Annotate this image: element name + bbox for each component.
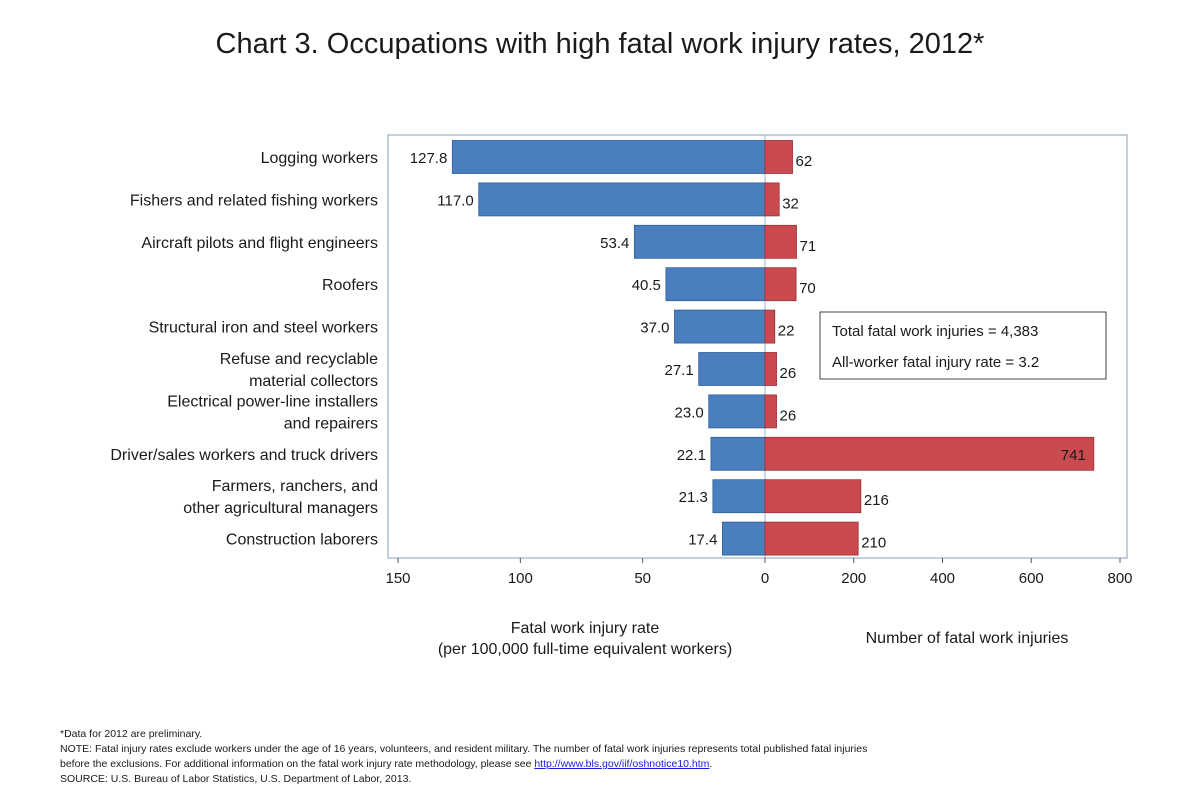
count-axis-tick-label: 800	[1107, 570, 1132, 587]
rate-value-label: 37.0	[640, 320, 669, 337]
rate-value-label: 22.1	[677, 447, 706, 464]
footnote-methodology-text: before the exclusions. For additional in…	[60, 758, 535, 770]
summary-box	[819, 311, 1107, 380]
rate-value-label: 27.1	[664, 362, 693, 379]
count-value-label: 216	[864, 492, 889, 509]
category-label: Roofers	[322, 277, 378, 294]
rate-bar	[478, 182, 766, 217]
category-label: Electrical power-line installers	[167, 393, 378, 410]
category-label: material collectors	[249, 373, 378, 390]
count-bar	[764, 394, 777, 429]
rate-value-label: 21.3	[679, 489, 708, 506]
count-value-label: 26	[780, 365, 797, 382]
count-bar	[764, 521, 859, 556]
count-value-label: 741	[1061, 447, 1086, 464]
rate-bar	[708, 394, 766, 429]
footnote-source: SOURCE: U.S. Bureau of Labor Statistics,…	[60, 773, 412, 785]
count-value-label: 26	[780, 407, 797, 424]
count-value-label: 62	[796, 153, 813, 170]
count-value-label: 210	[861, 535, 886, 552]
rate-value-label: 127.8	[410, 150, 448, 167]
rate-bar	[712, 479, 766, 514]
footnote-note: NOTE: Fatal injury rates exclude workers…	[60, 743, 868, 755]
chart-plot: Logging workers 127.8 62 Fishers and relate…	[110, 134, 1133, 658]
footnotes: *Data for 2012 are preliminary. NOTE: Fa…	[60, 727, 1160, 787]
rate-value-label: 23.0	[675, 404, 704, 421]
footnote-preliminary: *Data for 2012 are preliminary.	[60, 728, 203, 740]
methodology-link[interactable]: http://www.bls.gov/iif/oshnotice10.htm	[534, 758, 710, 770]
plot-frame	[387, 134, 1128, 559]
category-label: Structural iron and steel workers	[149, 320, 378, 337]
rate-axis-title: Fatal work injury rate	[511, 620, 660, 637]
category-label: Construction laborers	[226, 532, 378, 549]
category-label: Refuse and recyclable	[220, 351, 378, 368]
rate-axis-tick-label: 100	[508, 570, 533, 587]
category-label: Aircraft pilots and flight engineers	[141, 235, 378, 252]
footnote-methodology: before the exclusions. For additional in…	[60, 757, 1160, 772]
rate-bar	[633, 224, 766, 259]
count-axis-tick-label: 600	[1019, 570, 1044, 587]
rate-bar	[674, 309, 766, 344]
count-bar	[764, 182, 780, 217]
category-label: and repairers	[284, 415, 378, 432]
rate-axis-tick-label: 150	[385, 570, 410, 587]
category-label: Driver/sales workers and truck drivers	[110, 447, 378, 464]
category-label: Logging workers	[261, 150, 378, 167]
rate-bar	[665, 267, 766, 302]
count-axis-title: Number of fatal work injuries	[866, 630, 1069, 647]
summary-total-injuries: Total fatal work injuries = 4,383	[832, 323, 1038, 340]
category-label: Fishers and related fishing workers	[130, 192, 378, 209]
rate-bar	[451, 140, 766, 174]
rate-axis-title: (per 100,000 full-time equivalent worker…	[438, 641, 732, 658]
chart-title: Chart 3. Occupations with high fatal wor…	[215, 28, 985, 60]
rate-value-label: 53.4	[600, 235, 629, 252]
count-bar	[764, 224, 797, 259]
count-bar	[764, 352, 777, 386]
category-label: other agricultural managers	[183, 500, 378, 517]
count-bar	[764, 309, 776, 344]
rate-bar	[710, 436, 766, 471]
count-bar	[764, 140, 793, 174]
count-value-label: 22	[778, 323, 795, 340]
category-label: Farmers, ranchers, and	[212, 478, 378, 495]
rate-bar	[722, 521, 766, 556]
rate-value-label: 117.0	[437, 192, 473, 209]
rate-value-label: 40.5	[632, 277, 661, 294]
count-value-label: 70	[799, 280, 816, 297]
count-value-label: 32	[782, 195, 799, 212]
count-axis-tick-label: 400	[930, 570, 955, 587]
count-value-label: 71	[800, 238, 817, 255]
rate-value-label: 17.4	[688, 532, 717, 549]
summary-injury-rate: All-worker fatal injury rate = 3.2	[832, 354, 1039, 371]
rate-axis-tick-label: 0	[761, 570, 769, 587]
count-bar	[764, 436, 1095, 471]
count-axis-tick-label: 200	[841, 570, 866, 587]
count-bar	[764, 479, 862, 514]
footnote-methodology-end: .	[709, 758, 713, 770]
count-bar	[764, 267, 797, 302]
rate-bar	[698, 352, 766, 386]
rate-axis-tick-label: 50	[634, 570, 651, 587]
